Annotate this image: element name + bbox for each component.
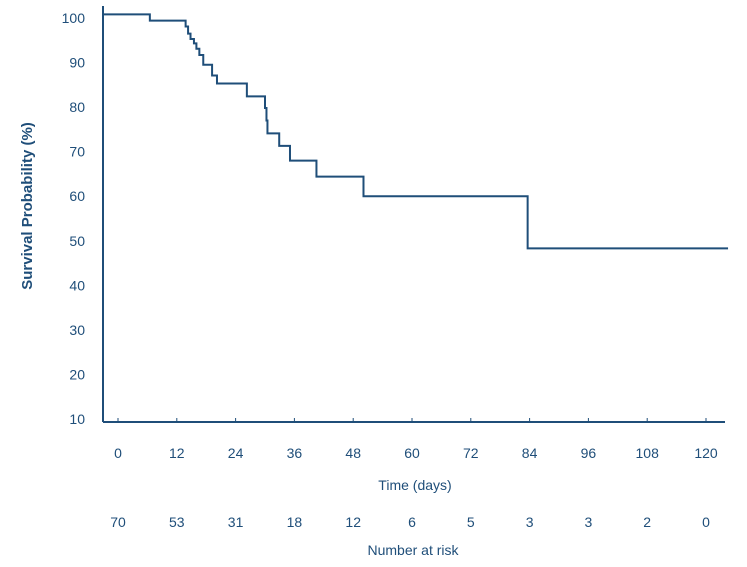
- x-tick-label: 24: [228, 445, 244, 461]
- risk-count: 18: [287, 514, 303, 530]
- risk-count: 3: [526, 514, 534, 530]
- x-axis: 0 12 24 36 48 60 72 84 96 108 120: [103, 418, 725, 461]
- x-tick-label: 72: [463, 445, 479, 461]
- y-tick-label: 70: [69, 144, 85, 160]
- risk-count: 2: [643, 514, 651, 530]
- y-tick-label: 30: [69, 322, 85, 338]
- risk-count: 0: [702, 514, 710, 530]
- risk-count: 3: [585, 514, 593, 530]
- y-axis-title: Survival Probability (%): [19, 122, 36, 290]
- x-tick-label: 84: [522, 445, 538, 461]
- x-axis-title: Time (days): [378, 477, 451, 493]
- y-tick-label: 60: [69, 188, 85, 204]
- risk-table-title: Number at risk: [367, 542, 459, 558]
- y-tick-label: 20: [69, 366, 85, 382]
- survival-curve: [103, 13, 729, 250]
- x-tick-label: 48: [345, 445, 361, 461]
- x-tick-label: 96: [581, 445, 597, 461]
- risk-count: 5: [467, 514, 475, 530]
- plot-area: [103, 13, 729, 250]
- y-axis: 100 90 80 70 60 50 40 30 20 10: [62, 6, 104, 427]
- x-tick-label: 0: [114, 445, 122, 461]
- risk-count: 70: [110, 514, 126, 530]
- risk-count: 12: [345, 514, 361, 530]
- x-tick-label: 120: [694, 445, 718, 461]
- y-tick-label: 40: [69, 277, 85, 293]
- risk-count: 6: [408, 514, 416, 530]
- y-tick-label: 50: [69, 233, 85, 249]
- y-tick-label: 90: [69, 55, 85, 71]
- x-tick-label: 36: [287, 445, 303, 461]
- risk-count: 31: [228, 514, 244, 530]
- risk-table: 70 53 31 18 12 6 5 3 3 2 0: [110, 514, 710, 530]
- risk-count: 53: [169, 514, 185, 530]
- x-tick-label: 108: [636, 445, 660, 461]
- x-tick-label: 12: [169, 445, 185, 461]
- x-tick-label: 60: [404, 445, 420, 461]
- y-tick-label: 10: [69, 411, 85, 427]
- y-tick-label: 100: [62, 10, 86, 26]
- y-tick-label: 80: [69, 99, 85, 115]
